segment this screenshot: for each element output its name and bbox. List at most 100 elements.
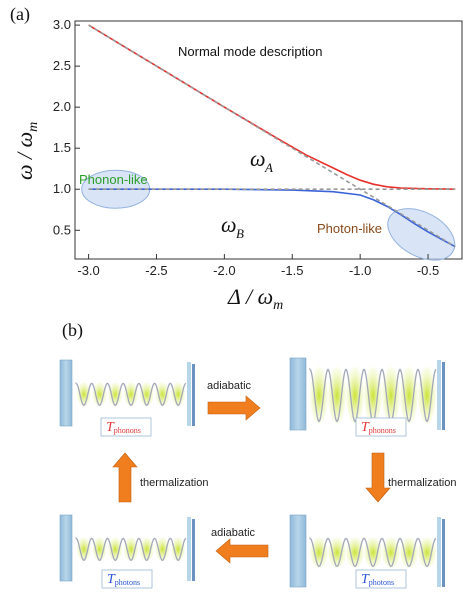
phonon-lobe (346, 537, 364, 568)
cavity-bottom-left (59, 514, 195, 582)
series-line-omega-a (88, 24, 456, 190)
chart-title: Normal mode description (178, 44, 323, 59)
y-tick-label: 1.0 (53, 181, 71, 196)
temp-label-top-left: Tphonons (100, 417, 152, 437)
x-tick-label: -0.5 (417, 263, 439, 278)
series-layer (88, 24, 456, 248)
svg-text:ω: ω (250, 146, 266, 171)
y-tick-label: 1.5 (53, 140, 71, 155)
plot-frame (74, 20, 463, 260)
svg-text:Tphonons: Tphonons (361, 420, 396, 435)
phonon-lobe (418, 537, 436, 568)
mirror-right (192, 364, 195, 426)
wave-curve (309, 537, 437, 568)
phonon-lobe (364, 537, 382, 568)
phonon-lobe (328, 366, 346, 425)
phonon-lobe (171, 537, 186, 562)
photon-region-ellipse (387, 208, 456, 261)
panel-a-label: (a) (10, 4, 30, 25)
mirror-left (59, 359, 73, 427)
phonon-lobe (124, 537, 138, 562)
thermalization-label-right: thermalization (388, 477, 456, 489)
mirror-right (192, 519, 195, 581)
y-axis-ticks: 0.5 1.0 1.5 2.0 2.5 3.0 (53, 17, 80, 237)
mirror-right (442, 362, 445, 430)
phonon-like-label: Phonon-like (79, 172, 148, 187)
adiabatic-label-bottom: adiabatic (211, 527, 256, 539)
cavity-bottom-right (289, 514, 445, 588)
phonon-lobe (310, 366, 328, 425)
svg-text:ω / ωm: ω / ωm (12, 122, 41, 180)
mirror-right (442, 519, 445, 587)
y-tick-label: 3.0 (53, 17, 71, 32)
wave-curve (75, 382, 187, 407)
phonon-lobe (139, 537, 154, 562)
temp-label-top-right: Tphonons (355, 417, 407, 437)
svg-text:A: A (264, 160, 273, 175)
phonon-lobe (346, 366, 364, 425)
phonon-lobe (108, 382, 123, 407)
asymptote-line-2 (88, 24, 456, 248)
cavity-top-right (289, 357, 445, 431)
omega-a-label: ω A (250, 146, 273, 175)
mirror-left (289, 514, 307, 588)
x-tick-label: -3.0 (77, 263, 99, 278)
phonon-lobe (171, 382, 186, 407)
phonon-lobe (76, 537, 91, 562)
normal-mode-plot: -3.0 -2.5 -2.0 -1.5 -1.0 -0.5 0.5 1.0 1.5 2.0 2.5… (53, 17, 463, 278)
phonon-lobe (139, 382, 154, 407)
temp-label-bottom-right: Tphotons (355, 569, 407, 589)
x-axis-ticks: -3.0 -2.5 -2.0 -1.5 -1.0 -0.5 (77, 254, 439, 278)
phonon-lobe (76, 382, 91, 407)
x-tick-label: -1.0 (349, 263, 371, 278)
phonon-lobe (155, 537, 170, 562)
phonon-lobe (400, 366, 418, 425)
phonon-lobe (382, 366, 400, 425)
cavity-cycle (59, 357, 445, 588)
y-tick-label: 2.5 (53, 58, 71, 73)
phonon-lobe (418, 366, 436, 425)
omega-b-label: ω B (221, 212, 244, 241)
x-axis-title: Δ / ωm (227, 284, 283, 313)
phonon-lobe (92, 382, 107, 407)
x-tick-label: -2.0 (213, 263, 235, 278)
thermalization-label-left: thermalization (140, 477, 208, 489)
thermalization-arrow-left (112, 452, 138, 503)
panel-b-label: (b) (62, 320, 83, 341)
mirror-right-glass (437, 360, 441, 430)
phonon-lobe (92, 537, 107, 562)
phonon-lobe (364, 366, 382, 425)
adiabatic-label-top: adiabatic (207, 380, 252, 392)
phonon-lobe (155, 382, 170, 407)
svg-text:Δ / ωm: Δ / ωm (227, 284, 283, 313)
y-axis-title: ω / ωm (12, 122, 41, 180)
wave-curve (75, 536, 187, 562)
phonon-lobe (124, 382, 138, 407)
x-tick-label: -1.5 (281, 263, 303, 278)
phonon-lobe (310, 537, 328, 568)
x-tick-label: -2.5 (145, 263, 167, 278)
mirror-right-glass (187, 362, 191, 426)
svg-text:Tphotons: Tphotons (107, 572, 140, 587)
mirror-left (289, 357, 307, 431)
cavity-top-left (59, 359, 195, 427)
svg-text:ω: ω (221, 212, 237, 237)
phonon-lobe (382, 537, 400, 568)
thermalization-arrow-right (365, 452, 391, 503)
phonon-lobe (108, 537, 123, 562)
svg-text:B: B (236, 226, 244, 241)
mirror-right-glass (437, 517, 441, 587)
adiabatic-arrow-bottom (215, 538, 269, 564)
y-tick-label: 0.5 (53, 222, 71, 237)
y-tick-label: 2.0 (53, 99, 71, 114)
mirror-right-glass (187, 517, 191, 581)
photon-like-label: Photon-like (317, 221, 382, 236)
svg-text:Tphotons: Tphotons (361, 572, 394, 587)
mirror-left (59, 514, 73, 582)
adiabatic-arrow-top (207, 395, 261, 421)
phonon-lobe (328, 537, 346, 568)
phonon-lobe (400, 537, 418, 568)
temp-label-bottom-left: Tphotons (101, 569, 153, 589)
svg-text:Tphonons: Tphonons (106, 420, 141, 435)
